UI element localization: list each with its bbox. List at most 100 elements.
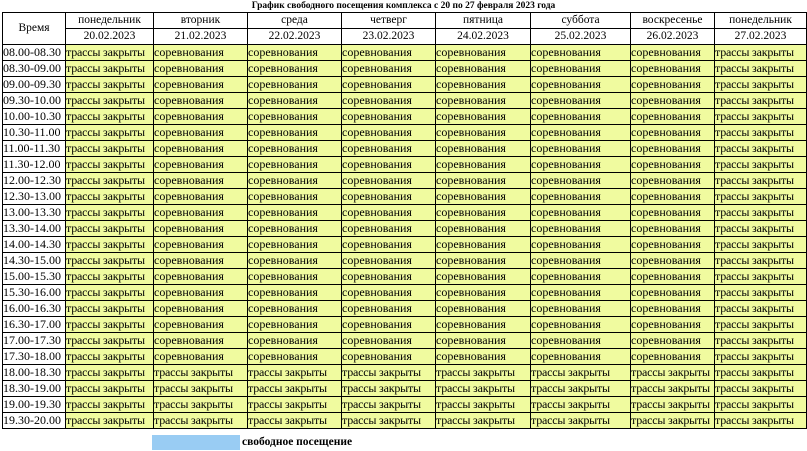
schedule-cell: трассы закрыты [65,124,154,141]
schedule-cell: соревнования [153,252,248,269]
schedule-cell: трассы закрыты [65,60,154,77]
table-row: 16.00-16.30 трассы закрыты соревнования сор… [2,300,807,317]
time-slot-cell: 12.30-13.00 [2,188,66,205]
schedule-cell: соревнования [247,268,342,285]
schedule-cell: соревнования [341,252,436,269]
schedule-cell: трассы закрыты [714,44,807,61]
schedule-cell: трассы закрыты [65,316,154,333]
schedule-cell: трассы закрыты [153,364,248,381]
table-row: 15.00-15.30 трассы закрыты соревнования сор… [2,268,807,285]
schedule-cell: трассы закрыты [714,252,807,269]
table-row: 19.30-20.00 трассы закрыты трассы закрыты т… [2,412,807,429]
table-row: 14.00-14.30 трассы закрыты соревнования сор… [2,236,807,253]
schedule-cell: трассы закрыты [630,396,715,413]
schedule-cell: соревнования [341,204,436,221]
table-row: 09.30-10.00 трассы закрыты соревнования сор… [2,92,807,109]
day-header: среда [247,12,342,29]
day-header: вторник [153,12,248,29]
schedule-cell: соревнования [341,108,436,125]
schedule-cell: соревнования [247,348,342,365]
schedule-cell: соревнования [247,76,342,93]
schedule-cell: соревнования [630,92,715,109]
schedule-cell: соревнования [341,172,436,189]
schedule-cell: соревнования [247,220,342,237]
schedule-cell: трассы закрыты [341,412,436,429]
schedule-cell: соревнования [435,236,531,253]
schedule-cell: соревнования [341,92,436,109]
schedule-cell: соревнования [630,156,715,173]
schedule-cell: трассы закрыты [65,204,154,221]
schedule-cell: соревнования [153,348,248,365]
schedule-cell: соревнования [435,44,531,61]
schedule-cell: соревнования [630,268,715,285]
schedule-cell: соревнования [247,332,342,349]
schedule-cell: соревнования [247,140,342,157]
schedule-cell: трассы закрыты [65,156,154,173]
schedule-cell: трассы закрыты [65,172,154,189]
schedule-cell: трассы закрыты [65,412,154,429]
schedule-cell: трассы закрыты [65,220,154,237]
schedule-cell: соревнования [341,156,436,173]
schedule-cell: соревнования [630,316,715,333]
schedule-cell: трассы закрыты [65,364,154,381]
schedule-cell: соревнования [153,316,248,333]
schedule-cell: трассы закрыты [714,396,807,413]
schedule-cell: соревнования [530,188,631,205]
schedule-cell: соревнования [435,156,531,173]
schedule-cell: соревнования [153,300,248,317]
schedule-cell: соревнования [435,108,531,125]
date-header: 20.02.2023 [65,28,154,45]
schedule-cell: соревнования [247,204,342,221]
schedule-cell: трассы закрыты [435,364,531,381]
schedule-cell: соревнования [435,332,531,349]
schedule-cell: трассы закрыты [714,172,807,189]
table-row: 11.00-11.30 трассы закрыты соревнования сор… [2,140,807,157]
time-slot-cell: 16.30-17.00 [2,316,66,333]
schedule-cell: соревнования [630,348,715,365]
schedule-cell: соревнования [247,236,342,253]
schedule-cell: трассы закрыты [65,76,154,93]
time-slot-cell: 18.00-18.30 [2,364,66,381]
schedule-cell: соревнования [341,188,436,205]
time-slot-cell: 15.00-15.30 [2,268,66,285]
schedule-cell: соревнования [530,252,631,269]
schedule-cell: соревнования [630,188,715,205]
table-row: 08.30-09.00 трассы закрыты соревнования сор… [2,60,807,77]
schedule-cell: трассы закрыты [65,348,154,365]
schedule-cell: соревнования [153,108,248,125]
schedule-cell: трассы закрыты [714,220,807,237]
schedule-cell: соревнования [341,284,436,301]
time-slot-cell: 08.00-08.30 [2,44,66,61]
time-slot-cell: 08.30-09.00 [2,60,66,77]
schedule-cell: трассы закрыты [247,396,342,413]
schedule-cell: соревнования [630,44,715,61]
schedule-cell: трассы закрыты [714,76,807,93]
time-slot-cell: 10.30-11.00 [2,124,66,141]
schedule-cell: соревнования [530,348,631,365]
schedule-cell: трассы закрыты [714,348,807,365]
table-row: 08.00-08.30 трассы закрыты соревнования сор… [2,44,807,61]
schedule-cell: соревнования [530,124,631,141]
schedule-cell: трассы закрыты [65,188,154,205]
legend-label: свободное посещение [242,436,353,448]
table-row: 09.00-09.30 трассы закрыты соревнования сор… [2,76,807,93]
time-slot-cell: 17.30-18.00 [2,348,66,365]
time-slot-cell: 11.30-12.00 [2,156,66,173]
schedule-cell: соревнования [153,284,248,301]
schedule-cell: трассы закрыты [65,284,154,301]
schedule-cell: трассы закрыты [435,412,531,429]
schedule-cell: соревнования [153,124,248,141]
schedule-cell: соревнования [341,124,436,141]
schedule-cell: трассы закрыты [530,364,631,381]
date-header: 26.02.2023 [630,28,715,45]
legend: свободное посещение [152,435,352,450]
table-row: 10.30-11.00 трассы закрыты соревнования сор… [2,124,807,141]
schedule-cell: соревнования [341,332,436,349]
schedule-cell: соревнования [630,140,715,157]
schedule-cell: соревнования [530,44,631,61]
schedule-cell: трассы закрыты [714,332,807,349]
time-slot-cell: 15.30-16.00 [2,284,66,301]
date-header: 25.02.2023 [530,28,631,45]
schedule-cell: соревнования [341,348,436,365]
schedule-cell: соревнования [630,108,715,125]
